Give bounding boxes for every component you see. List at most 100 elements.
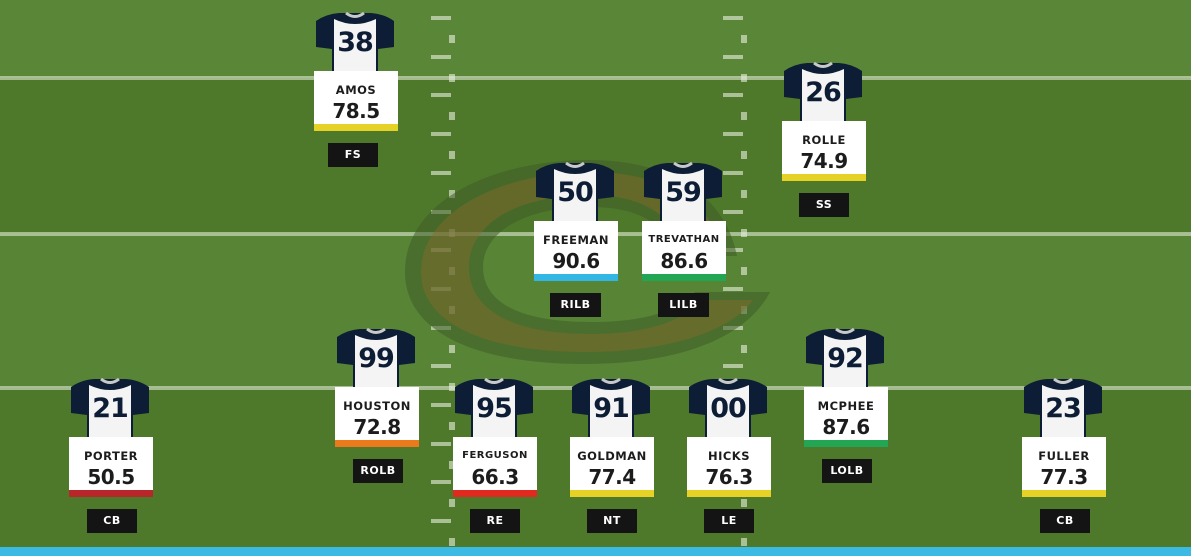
jersey-number: 21 [92,393,129,424]
player-info-card: ROLLE 74.9 [782,121,866,181]
position-label: LE [704,509,754,533]
hash-mark [741,229,747,237]
position-label: RILB [550,293,601,317]
jersey-icon [685,377,771,437]
player-rating: 87.6 [822,415,870,439]
grade-bar [570,490,654,497]
player-info-card: MCPHEE 87.6 [804,387,888,447]
jersey-icon [451,377,537,437]
hash-mark [431,480,451,484]
position-label: RE [470,509,520,533]
jersey-icon [532,161,618,221]
player-rating: 50.5 [87,465,135,489]
position-label: LILB [658,293,709,317]
player-name: HOUSTON [343,399,411,413]
field-stripe [0,0,1191,78]
hash-mark [449,538,455,546]
position-label: CB [87,509,137,533]
hash-mark [741,538,747,546]
player-info-card: GOLDMAN 77.4 [570,437,654,497]
hash-mark [741,345,747,353]
hash-mark [723,93,743,97]
jersey-number: 26 [805,77,842,108]
yard-line [0,76,1191,80]
hash-mark [741,35,747,43]
hash-mark [723,171,743,175]
player-rating: 66.3 [471,465,519,489]
hash-mark [741,267,747,275]
hash-mark [431,171,451,175]
jersey-icon [802,327,888,387]
grade-bar [335,440,419,447]
hash-mark [449,422,455,430]
position-label: FS [328,143,378,167]
jersey-number: 91 [593,393,630,424]
hash-mark [431,442,451,446]
grade-bar [687,490,771,497]
jersey-number: 99 [358,343,395,374]
bottom-accent-bar [0,547,1191,556]
player-rating: 72.8 [353,415,401,439]
jersey-number: 92 [827,343,864,374]
hash-mark [431,93,451,97]
player-name: GOLDMAN [577,449,647,463]
jersey-icon [67,377,153,437]
jersey-number: 50 [557,177,594,208]
hash-mark [723,210,743,214]
position-label: LOLB [822,459,872,483]
hash-mark [449,499,455,507]
player-name: ROLLE [802,133,846,147]
hash-mark [449,151,455,159]
hash-mark [431,403,451,407]
player-info-card: FERGUSON 66.3 [453,437,537,497]
grade-bar [642,274,726,281]
grade-bar [69,490,153,497]
jersey-icon [333,327,419,387]
hash-mark [741,499,747,507]
player-name: PORTER [83,449,139,463]
hash-mark [449,35,455,43]
player-name: TREVATHAN [648,234,720,245]
jersey-icon [312,11,398,71]
player-info-card: FREEMAN 90.6 [534,221,618,281]
jersey-icon [568,377,654,437]
grade-bar [534,274,618,281]
player-info-card: HICKS 76.3 [687,437,771,497]
position-label: NT [587,509,637,533]
hash-mark [723,16,743,20]
grade-bar [314,124,398,131]
jersey-icon [640,161,726,221]
hash-mark [741,74,747,82]
hash-mark [741,151,747,159]
player-rating: 90.6 [552,249,600,273]
player-info-card: FULLER 77.3 [1022,437,1106,497]
position-label: CB [1040,509,1090,533]
player-rating: 77.4 [588,465,636,489]
player-rating: 78.5 [332,99,380,123]
position-label: SS [799,193,849,217]
jersey-icon [1020,377,1106,437]
hash-mark [723,132,743,136]
hash-mark [449,461,455,469]
grade-bar [804,440,888,447]
grade-bar [1022,490,1106,497]
hash-mark [431,16,451,20]
hash-mark [431,364,451,368]
jersey-number: 59 [665,177,702,208]
player-info-card: TREVATHAN 86.6 [642,221,726,281]
player-rating: 74.9 [800,149,848,173]
grade-bar [782,174,866,181]
hash-mark [723,287,743,291]
jersey-icon [780,61,866,121]
hash-mark [449,345,455,353]
jersey-number: 23 [1045,393,1082,424]
hash-mark [723,364,743,368]
player-rating: 86.6 [660,249,708,273]
hash-mark [449,74,455,82]
player-name: MCPHEE [817,399,875,413]
hash-mark [431,132,451,136]
hash-mark [723,55,743,59]
player-info-card: AMOS 78.5 [314,71,398,131]
player-rating: 76.3 [705,465,753,489]
hash-mark [449,190,455,198]
